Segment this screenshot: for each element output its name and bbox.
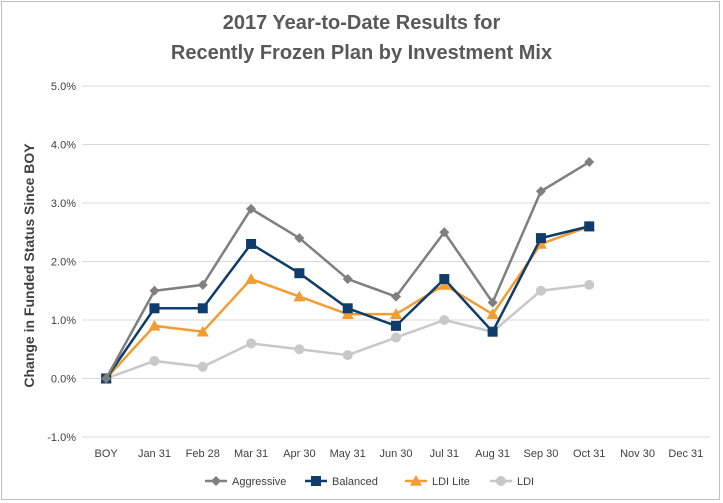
data-point	[486, 308, 499, 319]
x-tick-label: Jan 31	[138, 448, 171, 460]
y-tick-label: 5.0%	[51, 81, 76, 93]
data-point	[584, 279, 595, 290]
data-point	[342, 303, 353, 314]
legend-label: LDI	[517, 476, 534, 488]
legend-label: Balanced	[332, 476, 378, 488]
data-point	[342, 350, 353, 361]
x-tick-label: Sep 30	[523, 448, 558, 460]
data-point	[391, 332, 401, 343]
data-point	[294, 344, 305, 355]
data-point	[584, 221, 595, 232]
data-point	[197, 303, 208, 314]
data-point	[584, 157, 595, 168]
legend-label: Aggressive	[232, 476, 286, 488]
chart-title: 2017 Year-to-Date Results for Recently F…	[0, 8, 723, 68]
data-point	[246, 338, 257, 349]
chart-title-line-2: Recently Frozen Plan by Investment Mix	[170, 42, 553, 64]
data-point	[341, 308, 354, 319]
data-point	[149, 285, 160, 296]
data-point	[439, 274, 450, 285]
data-point	[342, 274, 353, 285]
x-tick-label: Aug 31	[475, 448, 510, 460]
x-tick-label: May 31	[330, 448, 366, 460]
data-point	[391, 291, 401, 302]
data-point	[196, 325, 209, 337]
y-tick-label: -1.0%	[47, 432, 76, 444]
data-point	[197, 279, 208, 290]
data-point	[293, 290, 306, 302]
data-point	[487, 326, 498, 337]
data-point	[487, 297, 498, 308]
data-point	[149, 303, 160, 314]
x-tick-label: Apr 30	[283, 448, 315, 460]
y-axis-label: Change in Funded Status Since BOY	[21, 143, 37, 388]
data-point	[390, 308, 402, 319]
data-point	[101, 373, 112, 384]
legend-marker	[410, 475, 422, 486]
data-point	[197, 361, 208, 372]
data-point	[294, 233, 305, 244]
x-tick-label: Feb 28	[186, 448, 220, 460]
data-point	[535, 285, 546, 296]
x-tick-label: Jul 31	[430, 448, 459, 460]
data-point	[438, 278, 451, 290]
series-line	[105, 160, 590, 380]
y-tick-label: 3.0%	[51, 198, 76, 210]
y-tick-label: 1.0%	[51, 315, 76, 327]
data-point	[148, 319, 161, 331]
data-point	[439, 227, 450, 238]
chart-title-line-1: 2017 Year-to-Date Results for	[222, 12, 501, 34]
data-point	[246, 238, 257, 249]
legend-marker	[211, 476, 221, 486]
data-point	[535, 186, 546, 197]
data-point	[245, 273, 258, 284]
data-point	[391, 320, 401, 331]
data-point	[294, 268, 305, 279]
x-tick-label: Mar 31	[234, 448, 268, 460]
x-tick-label: Jun 30	[379, 448, 412, 460]
x-tick-label: Dec 31	[668, 448, 703, 460]
data-point	[535, 233, 546, 244]
y-tick-label: 2.0%	[51, 257, 76, 269]
x-tick-label: Nov 30	[620, 448, 655, 460]
legend-marker	[496, 476, 506, 486]
x-tick-label: BOY	[95, 448, 119, 460]
y-tick-label: 0.0%	[51, 374, 76, 386]
data-point	[246, 203, 257, 214]
legend-label: LDI Lite	[432, 476, 470, 488]
data-point	[149, 355, 160, 366]
data-point	[439, 315, 450, 325]
x-tick-label: Oct 31	[573, 448, 605, 460]
series-line	[105, 283, 590, 380]
legend-marker	[311, 476, 321, 486]
y-tick-label: 4.0%	[51, 140, 76, 152]
